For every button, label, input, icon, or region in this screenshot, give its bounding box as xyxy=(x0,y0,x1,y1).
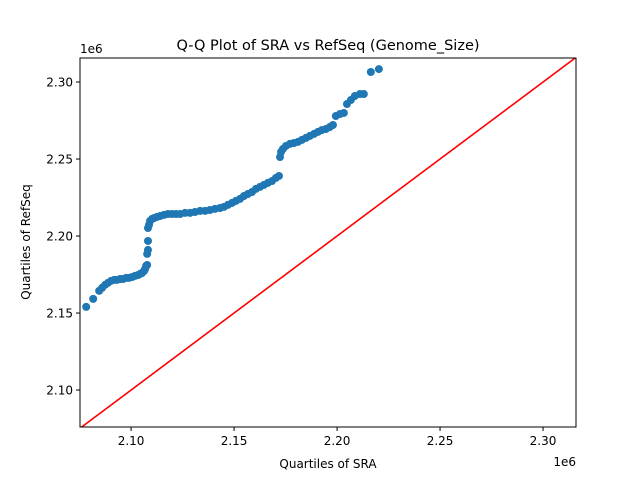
data-point xyxy=(366,68,375,77)
data-point xyxy=(143,245,152,254)
y-tick-label: 2.25 xyxy=(46,153,73,167)
x-tick-label: 2.20 xyxy=(324,434,351,448)
reference-line xyxy=(80,58,576,427)
data-point xyxy=(359,90,368,99)
data-point xyxy=(143,236,152,245)
data-point xyxy=(339,108,348,117)
y-tick-label: 2.20 xyxy=(46,230,73,244)
x-offset-label: 1e6 xyxy=(553,455,576,469)
data-point xyxy=(89,294,98,303)
x-tick-label: 2.15 xyxy=(221,434,248,448)
x-tick-label: 2.30 xyxy=(530,434,557,448)
y-offset-label: 1e6 xyxy=(80,42,103,56)
data-point xyxy=(82,302,91,311)
y-tick-label: 2.30 xyxy=(46,76,73,90)
x-tick-label: 2.25 xyxy=(427,434,454,448)
chart-title: Q-Q Plot of SRA vs RefSeq (Genome_Size) xyxy=(176,38,479,54)
data-point xyxy=(274,171,283,180)
data-point xyxy=(328,120,337,129)
plot-frame xyxy=(79,57,577,428)
x-tick-label: 2.10 xyxy=(118,434,145,448)
x-axis-label: Quartiles of SRA xyxy=(279,457,377,471)
y-tick-label: 2.15 xyxy=(46,307,73,321)
y-axis-label: Quartiles of RefSeq xyxy=(19,184,33,300)
data-point xyxy=(374,65,383,74)
y-tick-label: 2.10 xyxy=(46,384,73,398)
data-point xyxy=(143,260,152,269)
